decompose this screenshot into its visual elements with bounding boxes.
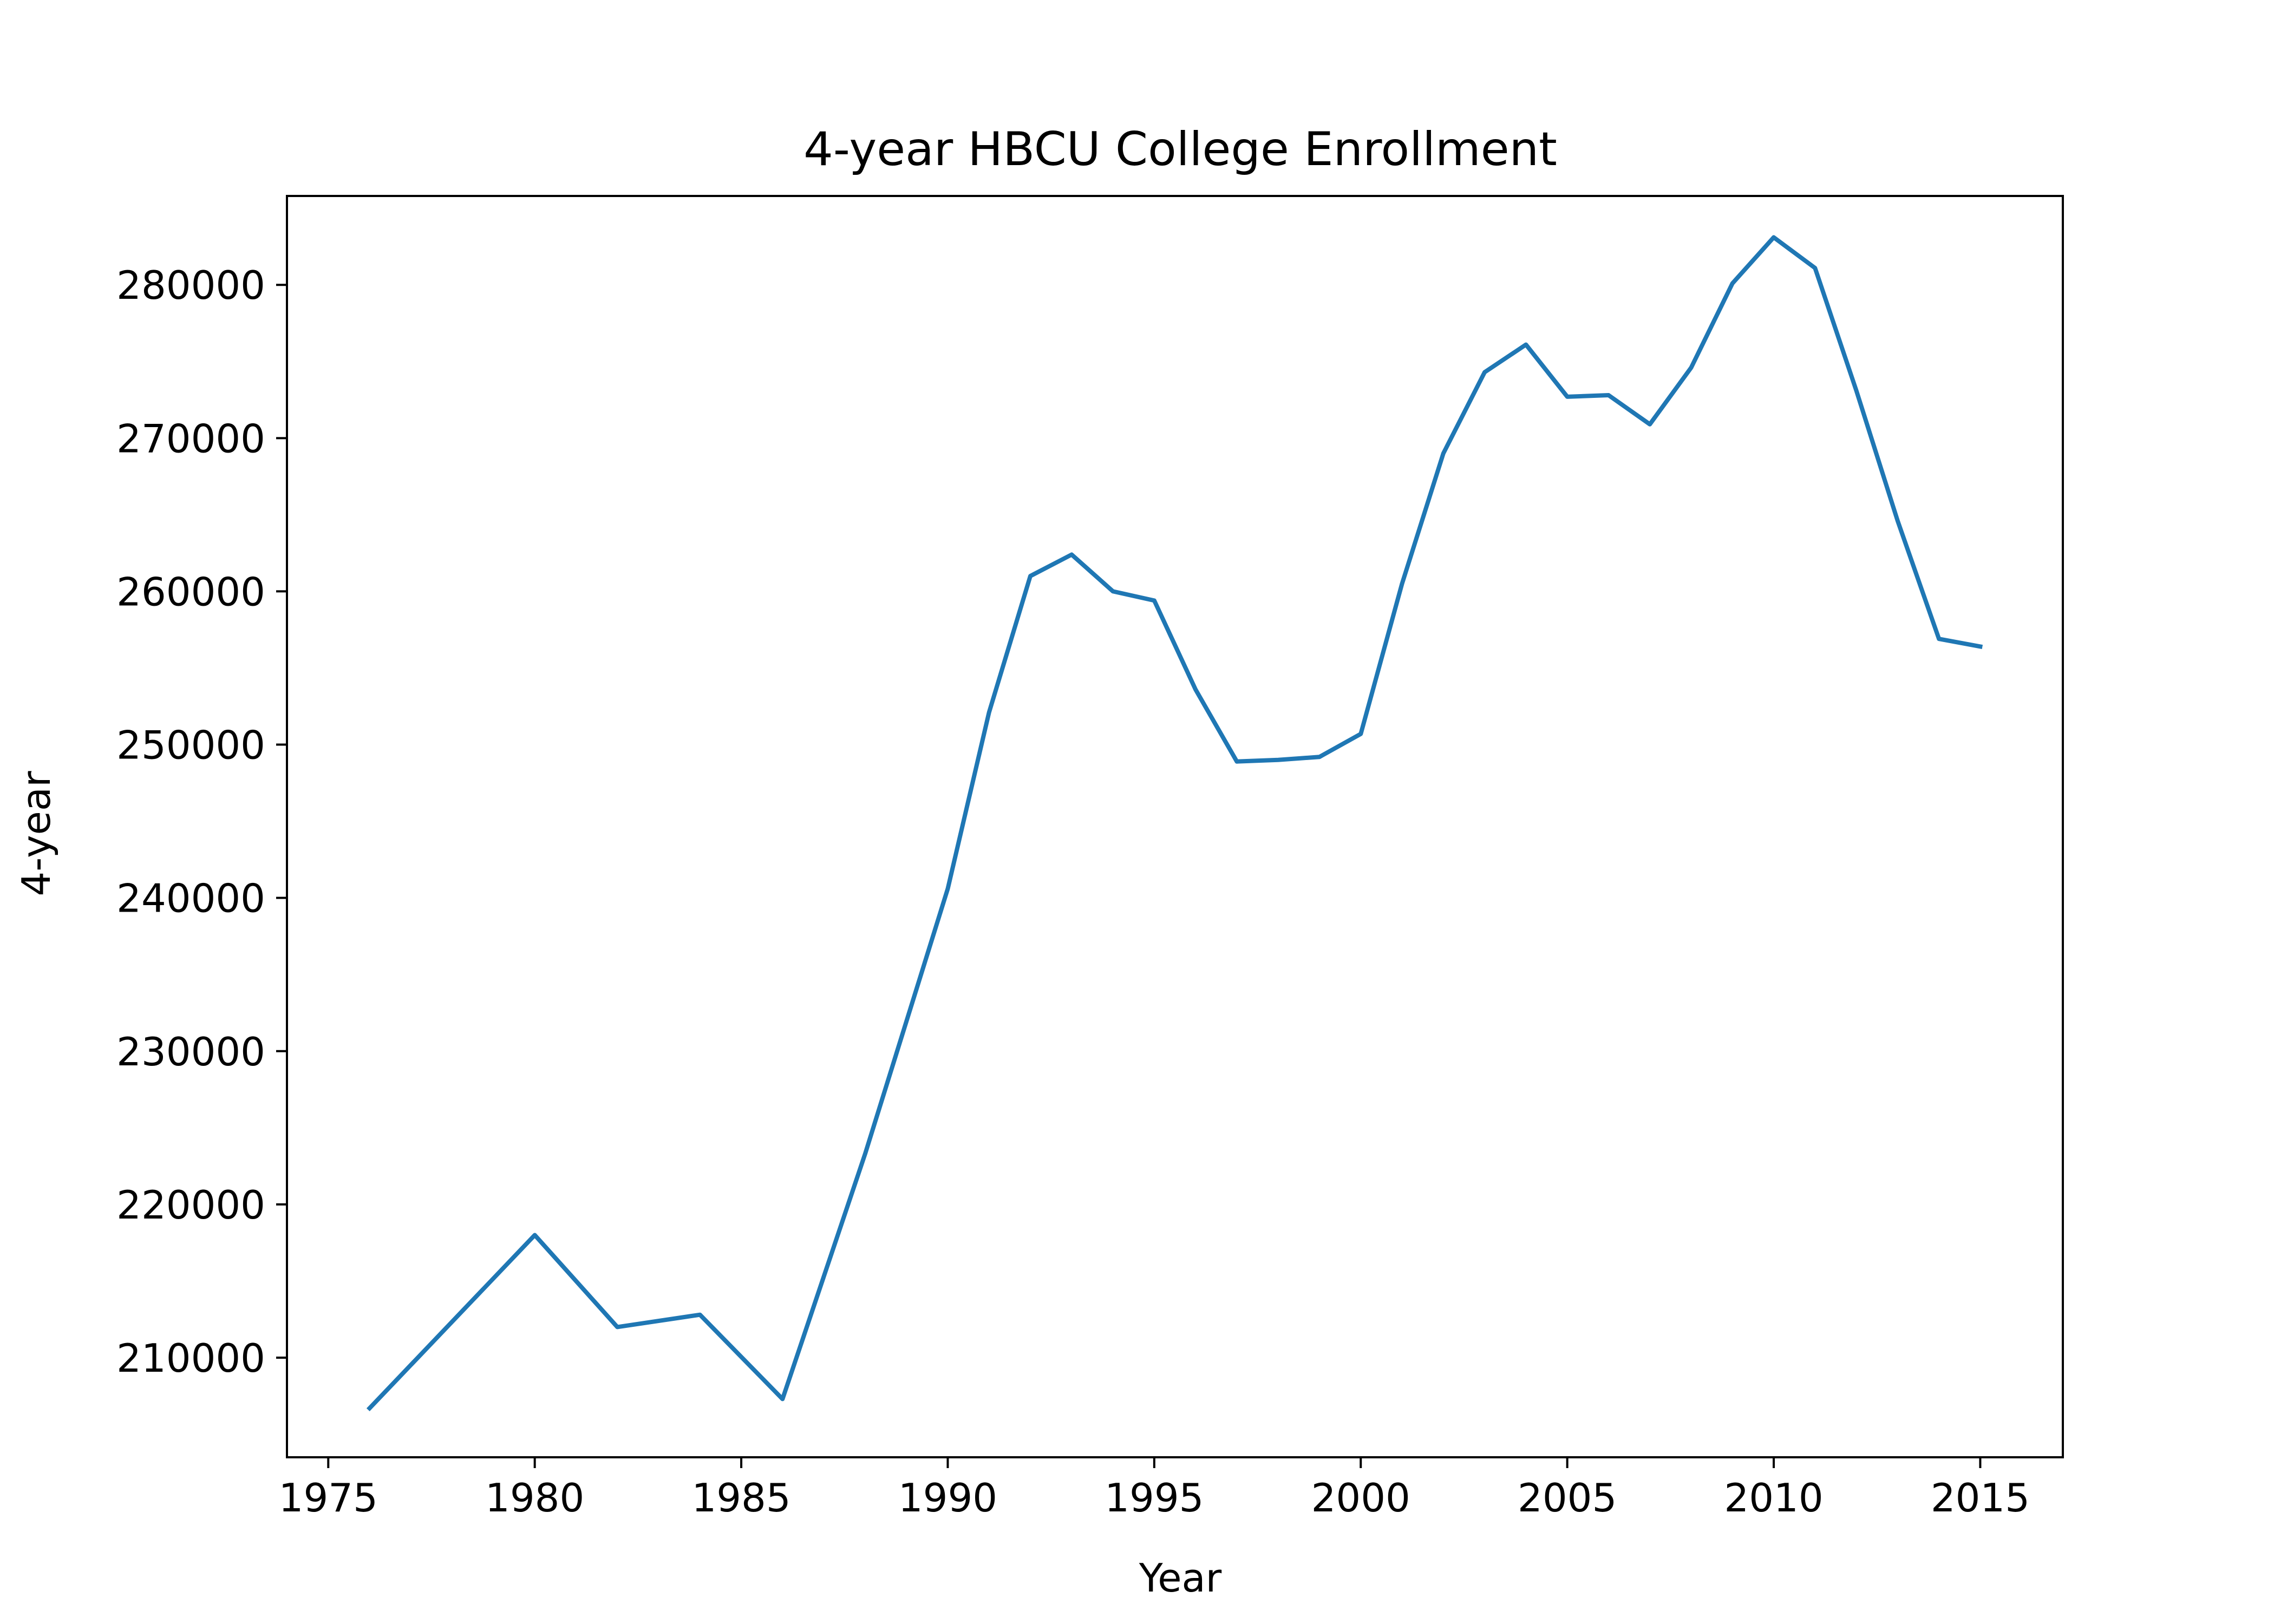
x-tick-label-2015: 2015 <box>1931 1475 2030 1521</box>
x-tick-label-1990: 1990 <box>898 1475 997 1521</box>
x-axis-title: Year <box>1139 1555 1222 1601</box>
x-tick-label-1975: 1975 <box>279 1475 378 1521</box>
x-tick-label-1980: 1980 <box>485 1475 584 1521</box>
y-tick-label-230000: 230000 <box>116 1029 265 1075</box>
y-tick-label-280000: 280000 <box>116 263 265 308</box>
series-line-0 <box>366 235 1983 1412</box>
y-tick-label-250000: 250000 <box>116 723 265 768</box>
chart-title: 4-year HBCU College Enrollment <box>803 122 1557 176</box>
x-tick-label-2000: 2000 <box>1311 1475 1410 1521</box>
y-tick-label-270000: 270000 <box>116 416 265 461</box>
y-axis-title: 4-year <box>14 771 59 896</box>
axes-frame <box>286 195 2064 1458</box>
x-tick-label-1995: 1995 <box>1105 1475 1204 1521</box>
x-tick-label-1985: 1985 <box>691 1475 790 1521</box>
x-tick-label-2005: 2005 <box>1518 1475 1617 1521</box>
plot-area: 1975 1980 1985 1990 1995 2000 2005 2010 2015 2100… <box>116 195 2064 1521</box>
y-tick-label-240000: 240000 <box>116 876 265 921</box>
y-tick-label-210000: 210000 <box>116 1335 265 1381</box>
x-tick-label-2010: 2010 <box>1724 1475 1823 1521</box>
y-tick-label-220000: 220000 <box>116 1182 265 1228</box>
y-tick-label-260000: 260000 <box>116 569 265 614</box>
